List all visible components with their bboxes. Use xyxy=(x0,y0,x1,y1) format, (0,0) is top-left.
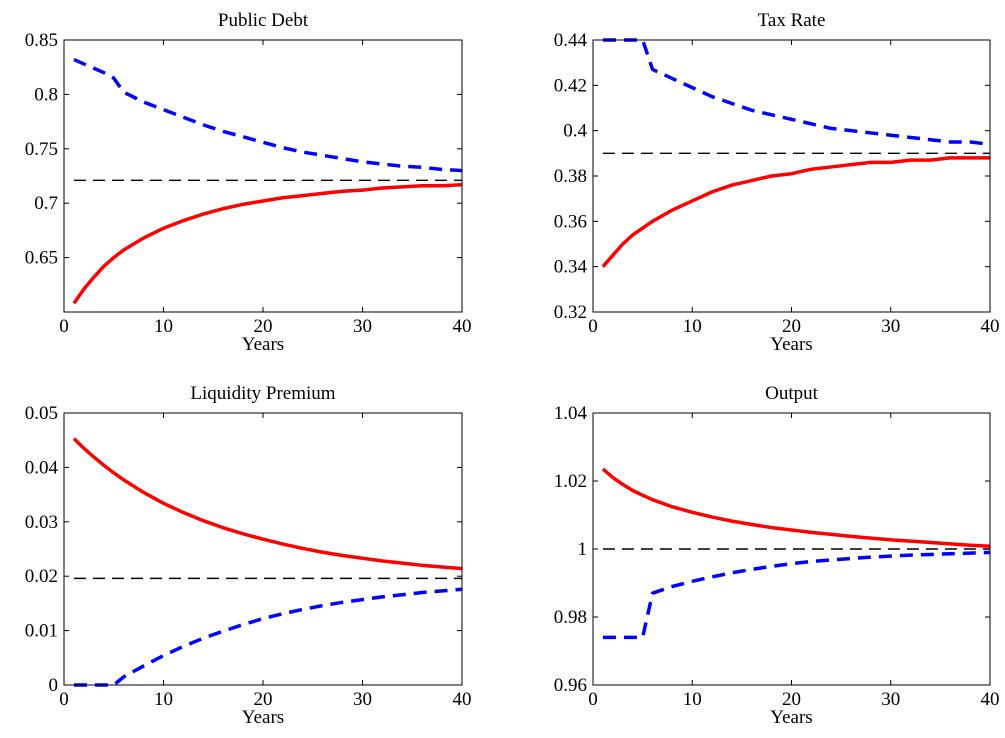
x-axis-label: Years xyxy=(242,334,284,355)
y-tick-label: 0.42 xyxy=(554,75,587,96)
x-tick-label: 30 xyxy=(881,316,900,337)
x-tick-label: 20 xyxy=(782,316,801,337)
y-tick-label: 0.7 xyxy=(34,193,58,214)
x-tick-label: 40 xyxy=(981,689,1000,710)
series-line-0-solid xyxy=(601,156,990,268)
y-tick-label: 0.44 xyxy=(554,30,588,51)
x-tick-label: 10 xyxy=(683,316,702,337)
panel-public-debt: 0 10 20 30 40 0.65 0.7 0.75 0.8 0.85 Public Debt Ye… xyxy=(25,10,472,355)
y-tick-label: 0.04 xyxy=(25,457,59,478)
chart-title: Liquidity Premium xyxy=(190,383,335,404)
x-tick-label: 10 xyxy=(154,689,173,710)
y-tick-label: 0.34 xyxy=(554,257,588,278)
series-line-1-dashed xyxy=(602,550,991,640)
y-tick-label: 0.36 xyxy=(554,211,587,232)
y-tick-label: 0.05 xyxy=(25,403,58,424)
axes-box xyxy=(63,39,463,313)
chart-title: Tax Rate xyxy=(758,10,826,31)
y-tick-label: 0 xyxy=(49,675,59,696)
x-tick-label: 30 xyxy=(353,316,372,337)
y-tick-label: 0.32 xyxy=(554,302,587,323)
x-tick-label: 20 xyxy=(254,316,273,337)
x-tick-label: 10 xyxy=(154,316,173,337)
x-tick-label: 20 xyxy=(254,689,273,710)
panel-tax-rate: 0 10 20 30 40 0.32 0.34 0.36 0.38 0.4 0.42 0.44 Tax … xyxy=(554,10,1000,355)
y-tick-label: 1 xyxy=(578,539,588,560)
x-tick-label: 0 xyxy=(59,316,69,337)
y-tick-label: 0.75 xyxy=(25,139,58,160)
series-line-1-dashed xyxy=(73,57,463,173)
y-tick-label: 0.96 xyxy=(554,675,587,696)
y-tick-label: 0.01 xyxy=(25,621,58,642)
x-tick-label: 0 xyxy=(59,689,69,710)
x-axis-label: Years xyxy=(242,707,284,728)
chart-title: Output xyxy=(765,383,819,404)
series-line-1-dashed xyxy=(73,587,463,687)
y-tick-label: 0.38 xyxy=(554,166,587,187)
x-tick-label: 30 xyxy=(353,689,372,710)
y-tick-label: 0.4 xyxy=(563,121,587,142)
y-tick-label: 0.98 xyxy=(554,607,587,628)
x-axis-label: Years xyxy=(770,707,812,728)
y-tick-label: 0.65 xyxy=(25,248,58,269)
y-tick-label: 0.03 xyxy=(25,512,58,533)
y-tick-label: 0.8 xyxy=(34,84,58,105)
y-tick-label: 1.04 xyxy=(554,403,588,424)
panel-liquidity-premium: 0 10 20 30 40 0 0.01 0.02 0.03 0.04 0.05 Liquidity … xyxy=(25,383,472,728)
panel-output: 0 10 20 30 40 0.96 0.98 1 1.02 1.04 Output Years xyxy=(554,383,1000,728)
series-line-0-solid xyxy=(601,467,991,549)
x-tick-label: 40 xyxy=(453,316,472,337)
y-tick-label: 0.85 xyxy=(25,30,58,51)
chart-title: Public Debt xyxy=(218,10,309,31)
x-tick-label: 0 xyxy=(588,689,598,710)
axes-box xyxy=(592,39,991,313)
x-tick-label: 40 xyxy=(981,316,1000,337)
series-line-1-dashed xyxy=(602,38,991,147)
x-tick-label: 40 xyxy=(453,689,472,710)
x-tick-label: 20 xyxy=(782,689,801,710)
y-tick-label: 0.02 xyxy=(25,566,58,587)
axes-box xyxy=(63,412,463,686)
x-tick-label: 0 xyxy=(588,316,598,337)
series-line-0-solid xyxy=(72,182,463,305)
x-tick-label: 10 xyxy=(683,689,702,710)
series-line-0-solid xyxy=(72,437,463,571)
y-tick-label: 1.02 xyxy=(554,471,587,492)
x-axis-label: Years xyxy=(770,334,812,355)
x-tick-label: 30 xyxy=(881,689,900,710)
